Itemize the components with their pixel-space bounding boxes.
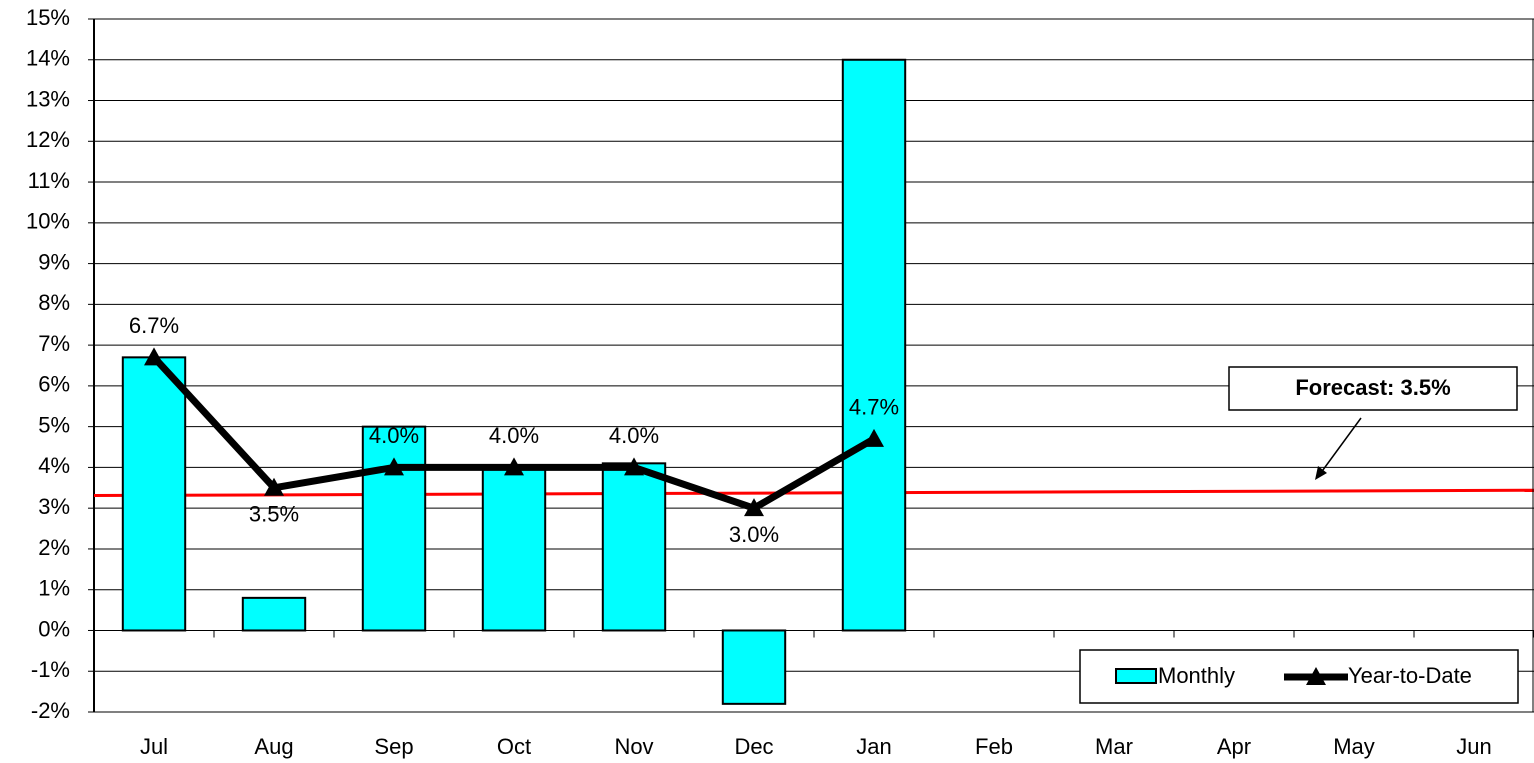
legend-label: Year-to-Date (1348, 663, 1472, 688)
y-tick-label: 1% (38, 576, 70, 601)
marker (504, 457, 524, 476)
bar (481, 466, 547, 632)
annotation: Forecast: 3.5% (1295, 375, 1450, 400)
y-tick-label: 12% (26, 127, 70, 152)
x-tick-label: Oct (497, 734, 531, 759)
x-tick-label: Jul (140, 734, 168, 759)
marker (264, 477, 284, 496)
y-tick-label: 13% (26, 86, 70, 111)
y-tick-label: 9% (38, 249, 70, 274)
marker (624, 457, 644, 476)
legend-swatch (1115, 668, 1157, 684)
y-tick-label: 7% (38, 331, 70, 356)
x-tick-label: Nov (614, 734, 653, 759)
y-tick-label: 11% (28, 168, 70, 193)
bar (361, 425, 427, 632)
y-tick-label: 15% (26, 5, 70, 30)
y-tick-label: 5% (38, 412, 70, 437)
x-tick-label: Aug (254, 734, 293, 759)
data-label: 4.0% (609, 423, 659, 448)
annotation-box (1228, 366, 1518, 411)
data-label: 3.0% (729, 522, 779, 547)
bar (841, 58, 907, 632)
marker (384, 457, 404, 476)
x-tick-label: Jun (1456, 734, 1491, 759)
marker (864, 428, 884, 447)
data-label: 4.0% (489, 423, 539, 448)
marker (744, 498, 764, 517)
annotation-arrow (1319, 417, 1362, 475)
data-label: 4.7% (849, 395, 899, 420)
x-tick-label: Jan (856, 734, 891, 759)
legend-marker (1306, 667, 1326, 685)
y-tick-label: 2% (38, 535, 70, 560)
x-tick-label: Apr (1217, 734, 1251, 759)
bar (721, 629, 787, 705)
annotation-arrowhead (1315, 466, 1327, 480)
y-tick-label: 0% (38, 616, 70, 641)
x-tick-label: Feb (975, 734, 1013, 759)
x-tick-label: Dec (734, 734, 773, 759)
y-tick-label: 10% (26, 209, 70, 234)
y-tick-label: 8% (38, 290, 70, 315)
bar (601, 462, 667, 632)
y-tick-label: 3% (38, 494, 70, 519)
data-label: 6.7% (129, 313, 179, 338)
y-tick-label: -1% (31, 657, 70, 682)
data-label: 4.0% (369, 423, 419, 448)
bar (241, 596, 307, 632)
x-tick-label: May (1333, 734, 1375, 759)
y-tick-label: 6% (38, 372, 70, 397)
bar (121, 356, 187, 632)
y-tick-label: -2% (31, 698, 70, 723)
forecast-line (93, 488, 1534, 498)
x-tick-label: Mar (1095, 734, 1133, 759)
marker (144, 347, 164, 366)
y-tick-label: 14% (26, 46, 70, 71)
y-tick-label: 4% (38, 453, 70, 478)
data-label: 3.5% (249, 502, 299, 527)
x-tick-label: Sep (374, 734, 413, 759)
legend-label: Monthly (1158, 663, 1235, 688)
